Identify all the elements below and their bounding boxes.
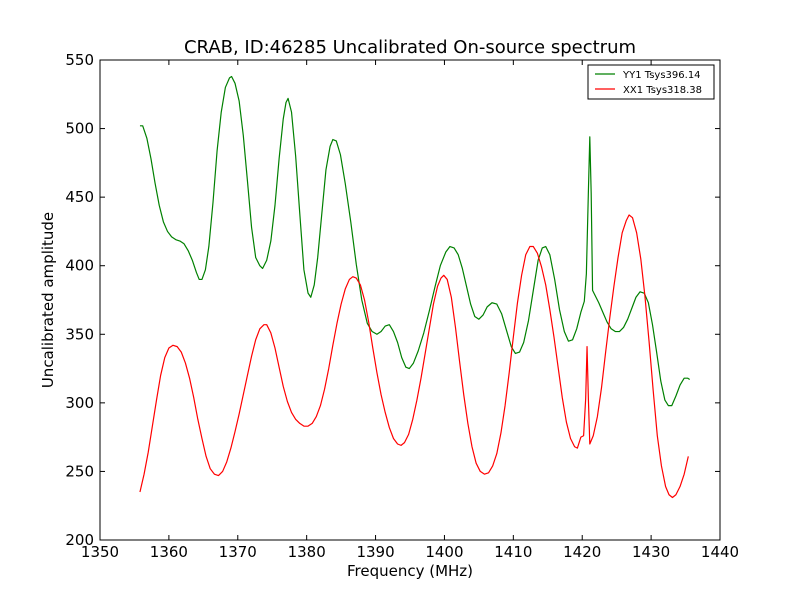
- y-tick-label: 350: [65, 325, 94, 343]
- chart-title: CRAB, ID:46285 Uncalibrated On-source sp…: [184, 37, 636, 58]
- y-axis-label: Uncalibrated amplitude: [39, 212, 57, 388]
- series-line-yy1: [139, 75, 691, 407]
- x-tick-label: 1410: [494, 543, 532, 561]
- x-tick-label: 1430: [632, 543, 670, 561]
- y-tick-label: 300: [65, 394, 94, 412]
- legend-label-yy1: YY1 Tsys396.14: [622, 70, 701, 81]
- x-tick-label: 1440: [701, 543, 739, 561]
- x-axis-label: Frequency (MHz): [347, 562, 473, 580]
- legend: YY1 Tsys396.14 XX1 Tsys318.38: [587, 64, 715, 100]
- x-tick-label: 1370: [219, 543, 257, 561]
- x-tick-label: 1360: [150, 543, 188, 561]
- series-line-xx1: [139, 214, 689, 499]
- x-tick-label: 1420: [563, 543, 601, 561]
- y-tick-label: 250: [65, 462, 94, 480]
- plot-area-frame: [99, 59, 721, 541]
- x-tick-label: 1380: [288, 543, 326, 561]
- x-tick-label: 1390: [356, 543, 394, 561]
- y-tick-label: 500: [65, 120, 94, 138]
- y-tick-label: 400: [65, 257, 94, 275]
- y-tick-label: 550: [65, 51, 94, 69]
- legend-frame: [587, 64, 715, 100]
- y-tick-label: 450: [65, 188, 94, 206]
- x-tick-label: 1350: [81, 543, 119, 561]
- y-tick-label: 200: [65, 531, 94, 549]
- legend-label-xx1: XX1 Tsys318.38: [623, 85, 702, 96]
- x-tick-label: 1400: [425, 543, 463, 561]
